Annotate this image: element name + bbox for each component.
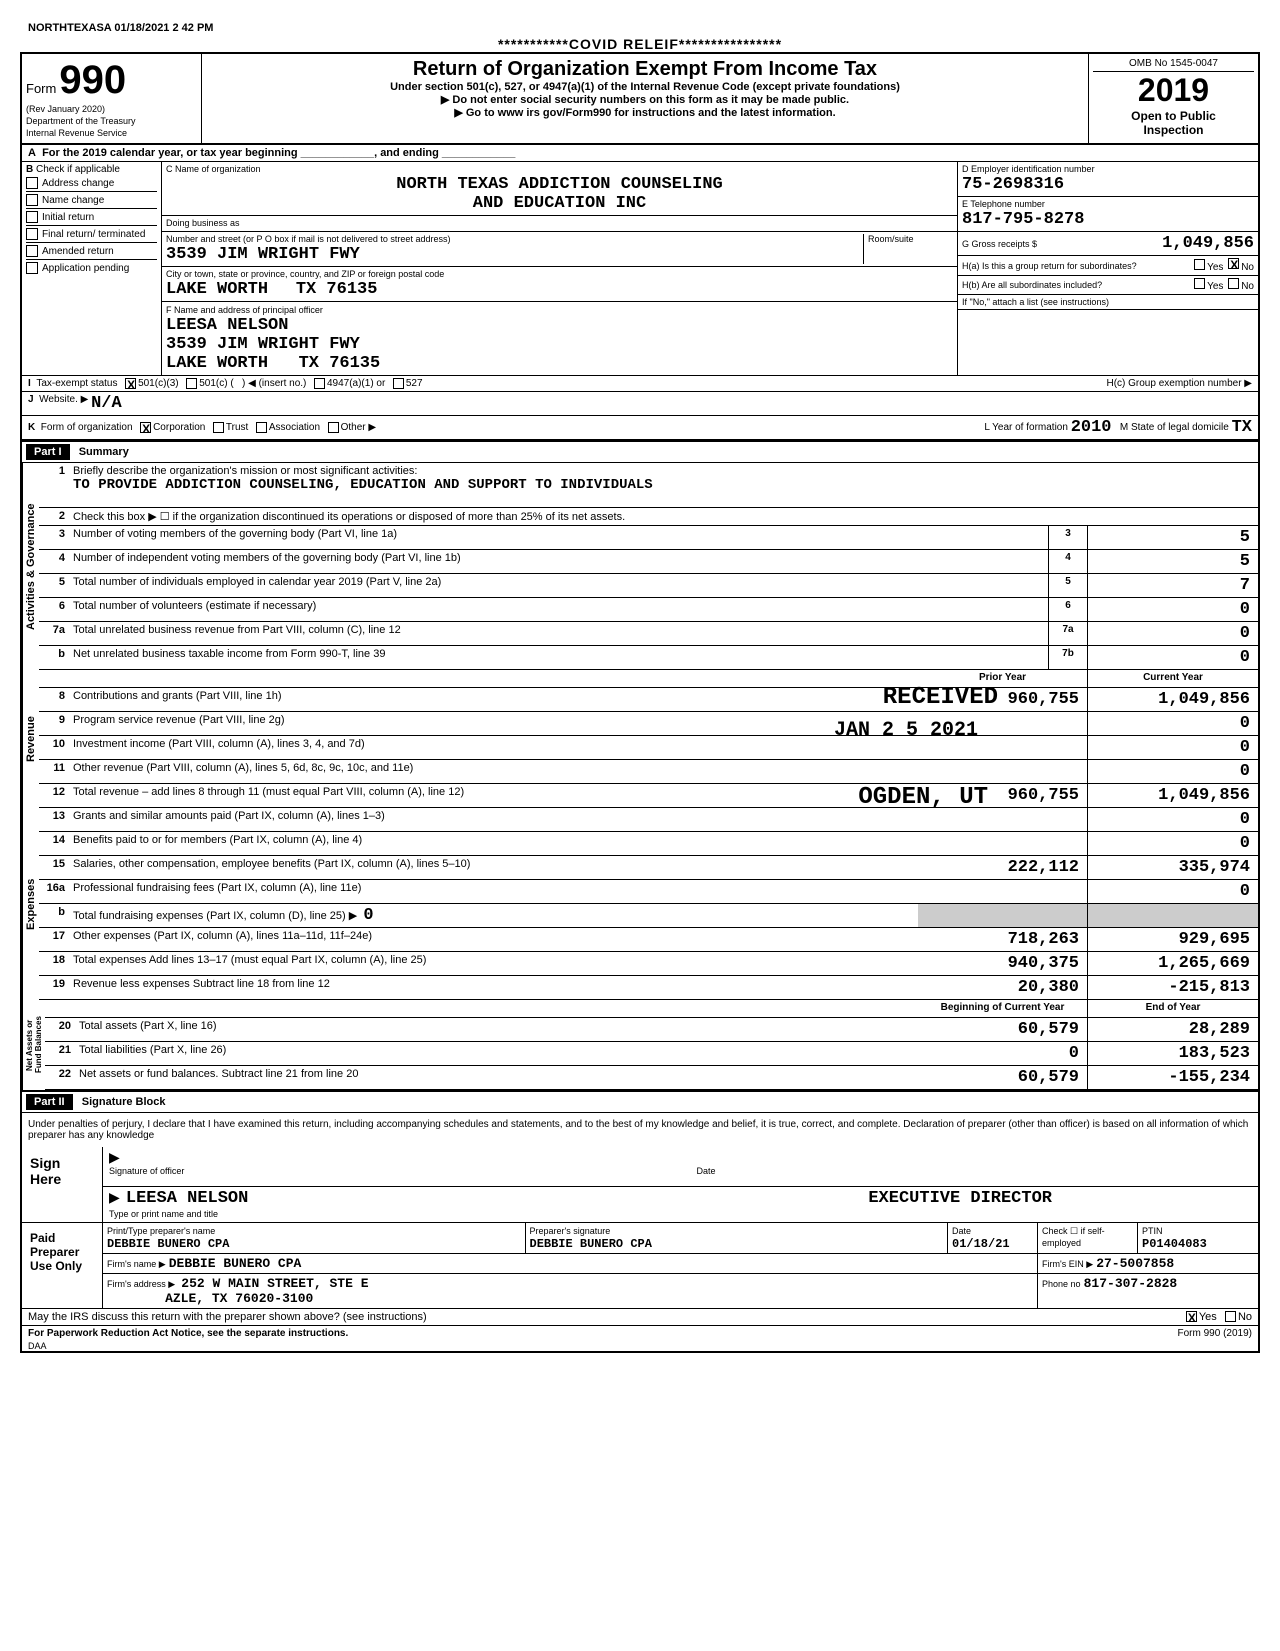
gross-receipts-value: 1,049,856 bbox=[1162, 234, 1254, 253]
chk-4947[interactable] bbox=[314, 378, 325, 389]
vlabel-expenses: Expenses bbox=[22, 808, 39, 1000]
line-a-label: A bbox=[28, 147, 42, 159]
covid-banner: ***********COVID RELEIF**************** bbox=[20, 36, 1260, 52]
form-id-block: Form 990 (Rev January 2020) Department o… bbox=[22, 54, 202, 143]
chk-hb-no[interactable] bbox=[1228, 278, 1239, 289]
vlabel-activities: Activities & Governance bbox=[22, 463, 39, 670]
chk-corp[interactable] bbox=[140, 422, 151, 433]
chk-assoc[interactable] bbox=[256, 422, 267, 433]
omb-year-block: OMB No 1545-0047 2019 Open to Public Ins… bbox=[1088, 54, 1258, 143]
vlabel-netassets: Net Assets orFund Balances bbox=[22, 1000, 45, 1090]
chk-hb-yes[interactable] bbox=[1194, 278, 1205, 289]
part1-label: Part I bbox=[26, 444, 70, 460]
chk-ha-yes[interactable] bbox=[1194, 259, 1205, 270]
form-990-frame: RECEIVED JAN 2 5 2021 OGDEN, UT Form 990… bbox=[20, 52, 1260, 1353]
chk-discuss-yes[interactable] bbox=[1186, 1311, 1197, 1322]
sign-here-label: Sign Here bbox=[22, 1147, 102, 1222]
ein-value: 75-2698316 bbox=[962, 175, 1064, 194]
paid-preparer-label: Paid Preparer Use Only bbox=[22, 1223, 102, 1308]
chk-501c[interactable] bbox=[186, 378, 197, 389]
chk-application-pending[interactable] bbox=[26, 262, 38, 274]
section-dg-right: D Employer identification number75-26983… bbox=[958, 162, 1258, 375]
phone-value: 817-795-8278 bbox=[962, 210, 1084, 229]
chk-ha-no[interactable] bbox=[1228, 258, 1239, 269]
top-timestamp: NORTHTEXASA 01/18/2021 2 42 PM bbox=[20, 20, 1260, 36]
chk-name-change[interactable] bbox=[26, 194, 38, 206]
chk-501c3[interactable] bbox=[125, 378, 136, 389]
chk-527[interactable] bbox=[393, 378, 404, 389]
declaration-text: Under penalties of perjury, I declare th… bbox=[22, 1113, 1258, 1147]
vlabel-revenue: Revenue bbox=[22, 670, 39, 808]
line-a-text: For the 2019 calendar year, or tax year … bbox=[42, 147, 515, 159]
chk-address-change[interactable] bbox=[26, 177, 38, 189]
section-c-org-info: C Name of organization NORTH TEXAS ADDIC… bbox=[162, 162, 958, 375]
form-title-block: Return of Organization Exempt From Incom… bbox=[202, 54, 1088, 143]
chk-discuss-no[interactable] bbox=[1225, 1311, 1236, 1322]
chk-other[interactable] bbox=[328, 422, 339, 433]
chk-initial-return[interactable] bbox=[26, 211, 38, 223]
part2-label: Part II bbox=[26, 1094, 73, 1110]
chk-amended-return[interactable] bbox=[26, 245, 38, 257]
chk-trust[interactable] bbox=[213, 422, 224, 433]
section-b-checkboxes: B Check if applicable Address change Nam… bbox=[22, 162, 162, 375]
chk-final-return[interactable] bbox=[26, 228, 38, 240]
